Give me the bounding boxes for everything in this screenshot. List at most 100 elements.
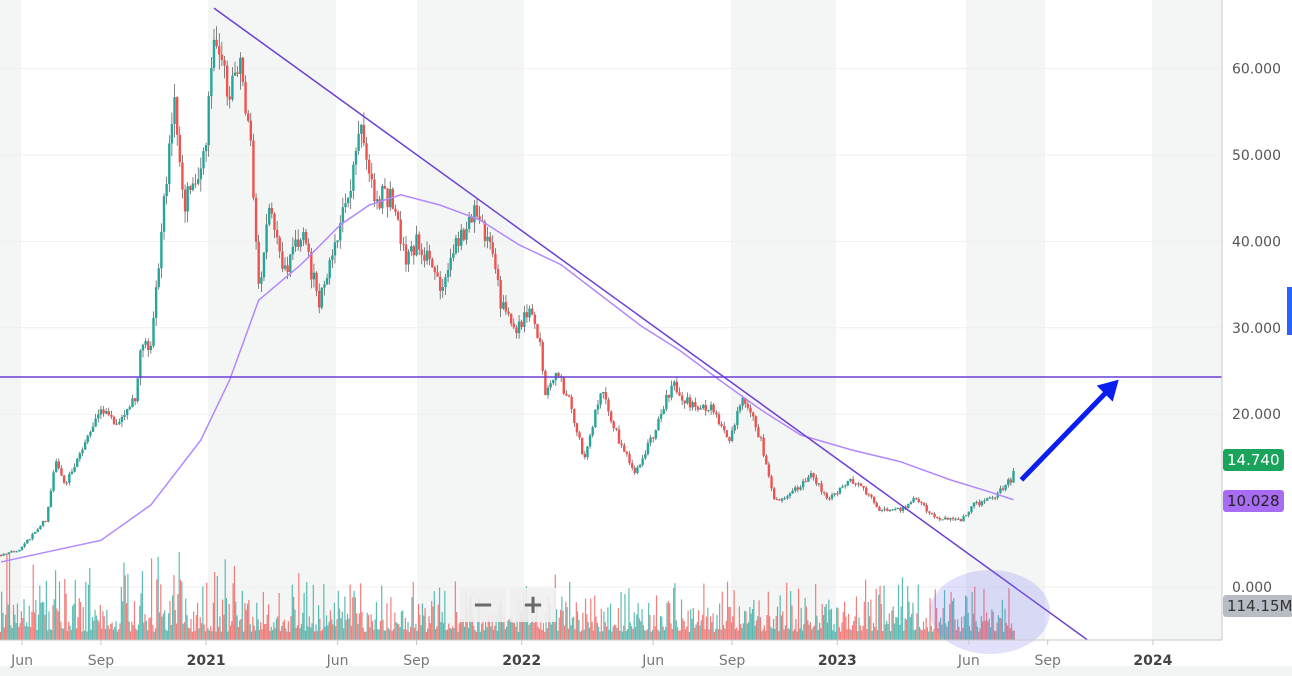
volume-bar [15, 623, 17, 640]
zoom-out-button[interactable]: − [460, 588, 506, 622]
volume-bar [745, 611, 747, 640]
x-tick-label: 2021 [187, 653, 226, 669]
volume-bar [265, 623, 267, 640]
volume-bar [822, 615, 825, 640]
volume-bar [640, 621, 642, 640]
volume-bar [590, 598, 592, 640]
volume-bar [634, 626, 637, 640]
zoom-in-button[interactable]: + [510, 588, 556, 622]
volume-bar [991, 609, 993, 640]
volume-bar [395, 622, 397, 640]
candle-body [10, 551, 13, 553]
volume-bar [840, 631, 842, 640]
volume-bar [704, 629, 706, 640]
volume-bar [612, 626, 614, 640]
candle-body [97, 414, 100, 419]
volume-bar [863, 601, 865, 640]
volume-bar [20, 611, 22, 640]
volume-bar [709, 616, 712, 640]
volume-bar [307, 626, 309, 640]
volume-bar [1010, 623, 1013, 640]
volume-bar [214, 571, 216, 640]
volume-bar [628, 588, 630, 640]
volume-bar [187, 627, 189, 640]
volume-bar [788, 629, 790, 640]
candle-body [578, 432, 581, 438]
y-tick-label: 0.000 [1232, 580, 1272, 596]
volume-bar [317, 605, 320, 640]
volume-bar [323, 583, 325, 640]
volume-bar [620, 592, 622, 640]
volume-bar [755, 620, 758, 640]
volume-bar [279, 631, 282, 640]
volume-bar [3, 627, 5, 640]
volume-bar [951, 601, 954, 640]
volume-bar [36, 629, 38, 640]
volume-bar [887, 623, 889, 640]
candle-body [475, 205, 479, 217]
volume-bar [717, 629, 719, 640]
volume-bar [766, 615, 768, 640]
candle-body [930, 512, 934, 514]
volume-bar [607, 607, 609, 640]
candle-body [494, 253, 497, 270]
candle-body [933, 513, 936, 518]
volume-bar [957, 619, 959, 640]
volume-bar [56, 608, 58, 640]
candle-body [460, 229, 463, 246]
volume-bar [609, 603, 612, 640]
candle-body [943, 517, 947, 520]
candle-body [18, 549, 21, 552]
candle-body [449, 257, 452, 271]
scale-handle[interactable] [1287, 287, 1292, 335]
volume-bar [90, 629, 92, 640]
trendline [213, 7, 1088, 641]
volume-bar [257, 619, 259, 640]
candle-body [488, 236, 492, 243]
volume-bar [178, 551, 180, 640]
volume-bar [937, 628, 939, 640]
candle-body [507, 311, 510, 314]
candle-body [796, 487, 800, 490]
candle-body [225, 65, 229, 97]
volume-bar [744, 610, 746, 640]
candle-body [751, 412, 755, 417]
volume-bar [562, 610, 564, 640]
candle-body [746, 403, 750, 408]
volume-bar [417, 603, 420, 640]
volume-bar [212, 602, 214, 640]
volume-bar [599, 631, 601, 640]
volume-bar [786, 582, 788, 640]
volume-bar [573, 616, 575, 640]
candle-body [136, 378, 139, 402]
volume-bar [895, 616, 897, 640]
volume-bar [133, 601, 136, 640]
candle-body [557, 372, 560, 377]
candle-body [170, 124, 174, 144]
volume-bar [339, 608, 341, 640]
candle-body [186, 186, 189, 212]
volume-bar [119, 623, 121, 640]
volume-bar [736, 627, 738, 640]
volume-bar [70, 629, 72, 640]
candle-body [33, 531, 37, 534]
candle-body [609, 411, 613, 422]
volume-bar [398, 624, 400, 640]
candle-body [47, 506, 50, 522]
volume-bar [751, 609, 754, 640]
volume-bar [821, 603, 823, 640]
volume-bar [467, 627, 470, 640]
candle-body [339, 223, 342, 241]
candle-body [444, 277, 447, 288]
volume-bar [911, 613, 913, 640]
volume-bar [971, 592, 973, 640]
volume-bar [943, 590, 946, 640]
volume-bar [219, 616, 221, 640]
volume-bar [261, 629, 263, 640]
volume-bar [444, 590, 446, 640]
volume-bar [1008, 588, 1010, 640]
volume-bar [377, 628, 379, 640]
volume-bar [206, 582, 208, 640]
candle-body [928, 511, 931, 513]
